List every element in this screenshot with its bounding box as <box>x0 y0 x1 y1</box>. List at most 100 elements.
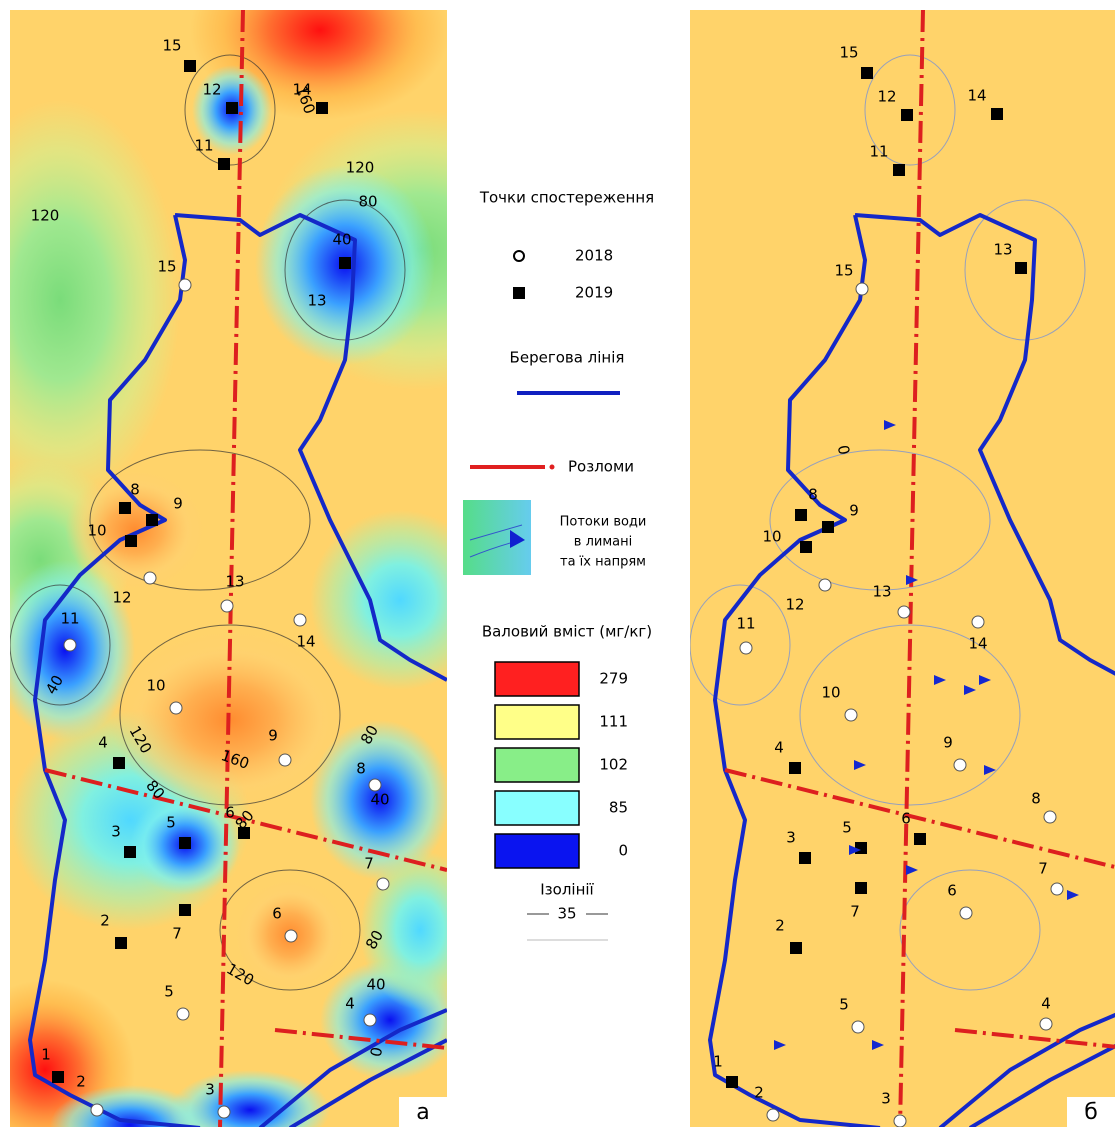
sample-point-2019 <box>790 942 802 954</box>
point-label: 5 <box>166 814 176 832</box>
point-label: 14 <box>296 633 315 651</box>
point-label: 7 <box>364 855 374 873</box>
point-label: 2 <box>775 917 785 935</box>
point-label: 3 <box>881 1090 891 1108</box>
point-label: 9 <box>849 502 859 520</box>
point-label: 12 <box>877 88 896 106</box>
isoline-label: 120 <box>346 159 375 177</box>
point-label: 8 <box>130 481 140 499</box>
legend-label: 2019 <box>575 284 613 302</box>
legend-label: 2018 <box>575 247 613 265</box>
scale-value: 0 <box>618 842 628 860</box>
point-label: 13 <box>225 573 244 591</box>
sample-point-2018 <box>91 1104 103 1116</box>
point-label: 11 <box>869 143 888 161</box>
sample-point-2018 <box>1044 811 1056 823</box>
isoline-value: 35 <box>557 905 576 923</box>
legend-marker-2018 <box>514 251 524 261</box>
point-label: 15 <box>157 258 176 276</box>
scale-value: 279 <box>599 670 628 688</box>
point-label: 2 <box>100 912 110 930</box>
point-label: 3 <box>786 829 796 847</box>
point-label: 10 <box>821 684 840 702</box>
point-label: 3 <box>205 1081 215 1099</box>
scale-swatch <box>495 705 579 739</box>
sample-point-2018 <box>1051 883 1063 895</box>
point-label: 12 <box>112 589 131 607</box>
point-label: 11 <box>194 137 213 155</box>
legend: Точки спостереження 2018 2019 Берегова л… <box>463 189 654 941</box>
point-label: 8 <box>356 760 366 778</box>
point-label: 15 <box>839 44 858 62</box>
sample-point-2019 <box>113 757 125 769</box>
point-label: 15 <box>834 262 853 280</box>
sample-point-2018 <box>294 614 306 626</box>
legend-label: Берегова лінія <box>510 349 625 367</box>
point-label: 5 <box>839 996 849 1014</box>
sample-point-2018 <box>64 639 76 651</box>
point-label: 7 <box>850 903 860 921</box>
isoline-label: 40 <box>370 791 389 809</box>
sample-point-2019 <box>861 67 873 79</box>
point-label: 12 <box>202 81 221 99</box>
point-label: 12 <box>785 596 804 614</box>
scale-value: 111 <box>599 713 628 731</box>
sample-point-2019 <box>726 1076 738 1088</box>
sample-point-2019 <box>855 882 867 894</box>
point-label: 15 <box>162 37 181 55</box>
sample-point-2018 <box>144 572 156 584</box>
scale-value: 85 <box>609 799 628 817</box>
sample-point-2019 <box>52 1071 64 1083</box>
sample-point-2018 <box>894 1115 906 1127</box>
sample-point-2018 <box>740 642 752 654</box>
point-label: 6 <box>901 810 911 828</box>
point-label: 14 <box>968 635 987 653</box>
panel-letter: а <box>416 1100 429 1125</box>
point-label: 2 <box>76 1073 86 1091</box>
sample-point-2019 <box>146 514 158 526</box>
sample-point-2018 <box>369 779 381 791</box>
legend-marker-2019 <box>513 287 525 299</box>
isoline-label: 120 <box>31 207 60 225</box>
point-label: 9 <box>943 734 953 752</box>
scale-value: 102 <box>599 756 628 774</box>
sample-point-2019 <box>179 904 191 916</box>
point-label: 5 <box>842 819 852 837</box>
point-label: 4 <box>98 734 108 752</box>
point-label: 3 <box>111 823 121 841</box>
point-label: 6 <box>947 882 957 900</box>
sample-point-2018 <box>1040 1018 1052 1030</box>
sample-point-2018 <box>221 600 233 612</box>
point-label: 6 <box>272 905 282 923</box>
sample-point-2018 <box>218 1106 230 1118</box>
sample-point-2019 <box>800 541 812 553</box>
sample-point-2019 <box>218 158 230 170</box>
legend-label: Розломи <box>568 458 634 476</box>
sample-point-2018 <box>377 878 389 890</box>
point-label: 9 <box>173 495 183 513</box>
point-label: 10 <box>146 677 165 695</box>
sample-point-2018 <box>898 606 910 618</box>
point-label: 11 <box>736 615 755 633</box>
sample-point-2019 <box>115 937 127 949</box>
point-label: 13 <box>307 292 326 310</box>
sample-point-2018 <box>279 754 291 766</box>
legend-title: Валовий вміст (мг/кг) <box>482 623 652 641</box>
sample-point-2019 <box>789 762 801 774</box>
point-label: 14 <box>967 87 986 105</box>
sample-point-2019 <box>125 535 137 547</box>
point-label: 8 <box>808 486 818 504</box>
point-label: 8 <box>1031 790 1041 808</box>
point-label: 7 <box>1038 860 1048 878</box>
sample-point-2018 <box>767 1109 779 1121</box>
background <box>690 10 1115 1127</box>
scale-swatch <box>495 834 579 868</box>
sample-point-2019 <box>901 109 913 121</box>
sample-point-2019 <box>124 846 136 858</box>
legend-title: Точки спостереження <box>479 189 654 207</box>
sample-point-2019 <box>339 257 351 269</box>
point-label: 13 <box>872 583 891 601</box>
sample-point-2019 <box>184 60 196 72</box>
sample-point-2018 <box>954 759 966 771</box>
legend-title: Ізолінії <box>540 881 594 899</box>
